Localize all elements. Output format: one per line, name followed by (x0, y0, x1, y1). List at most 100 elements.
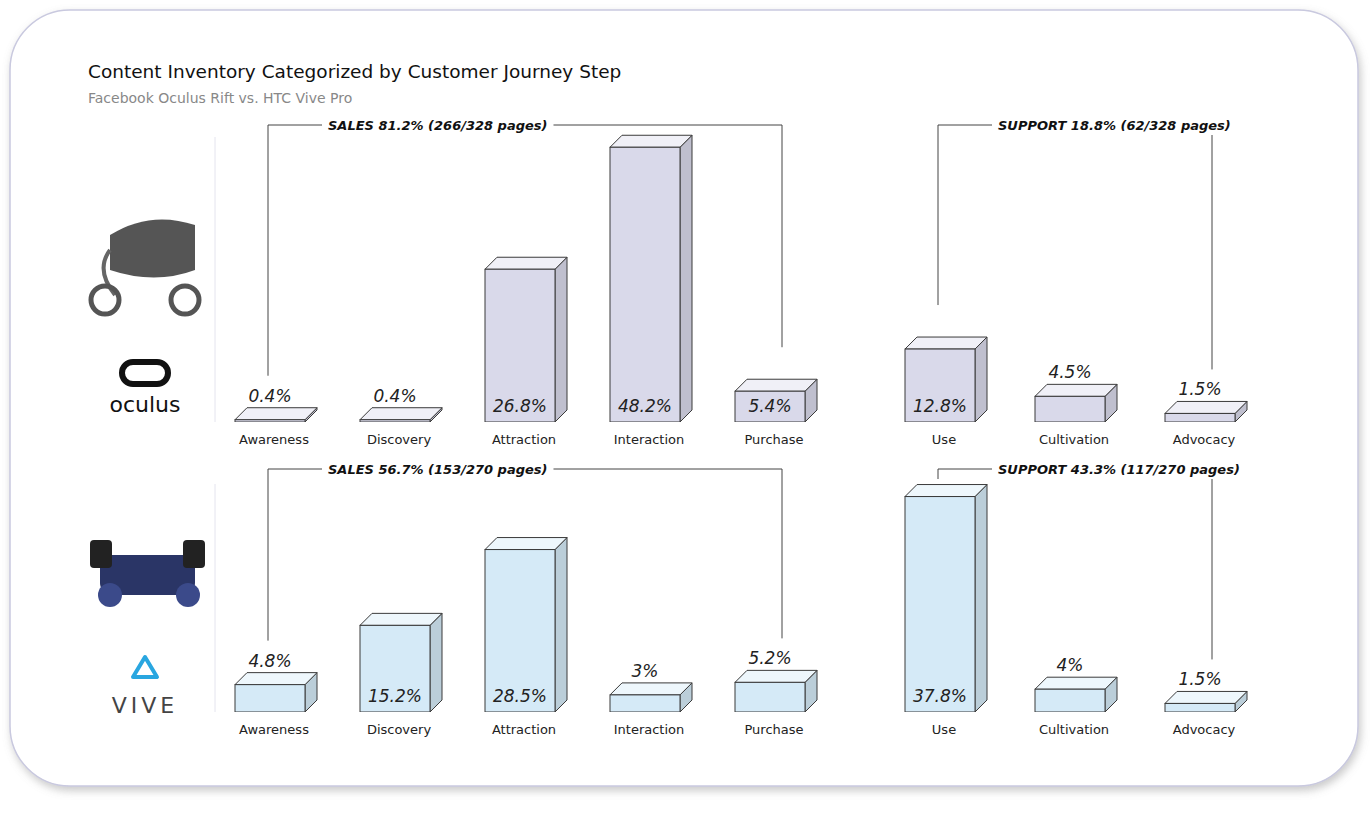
bar-group (610, 135, 692, 422)
bar (360, 625, 430, 712)
bar (610, 695, 680, 712)
category-label: Cultivation (1039, 432, 1109, 447)
bar-group (610, 683, 692, 712)
headset-sensor (183, 540, 205, 568)
bar-side (975, 485, 987, 712)
data-label: 12.8% (913, 396, 967, 416)
category-label: Use (932, 432, 956, 447)
bar (735, 391, 805, 422)
bar (1035, 689, 1105, 712)
data-label: 26.8% (493, 396, 547, 416)
data-label: 28.5% (493, 686, 547, 706)
controller (171, 286, 199, 314)
bracket-line (268, 469, 782, 641)
bar-group (235, 408, 317, 422)
category-label: Purchase (744, 432, 803, 447)
category-label: Attraction (492, 722, 556, 737)
bracket-label-bg (992, 459, 1246, 479)
group-label: SUPPORT 18.8% (62/328 pages) (998, 118, 1231, 133)
bar-top (485, 257, 567, 269)
logo-mark (122, 362, 168, 384)
bars (235, 485, 1247, 712)
bar-group (735, 379, 817, 422)
data-label: 1.5% (1178, 669, 1221, 689)
data-label: 3% (632, 661, 659, 681)
bar-group (735, 670, 817, 712)
bar-group (485, 538, 567, 712)
bar (485, 550, 555, 712)
bar-top (735, 379, 817, 391)
bar-side (975, 337, 987, 422)
data-label: 0.4% (248, 386, 291, 406)
labels: 4.8%Awareness15.2%Discovery28.5%Attracti… (239, 648, 1235, 737)
category-label: Interaction (614, 432, 685, 447)
bar (1035, 396, 1105, 422)
category-label: Interaction (614, 722, 685, 737)
logo-mark (133, 657, 157, 677)
subtitle: Facebook Oculus Rift vs. HTC Vive Pro (88, 90, 352, 106)
bar-group (1165, 691, 1247, 712)
data-label: 5.2% (748, 648, 791, 668)
controller (91, 286, 119, 314)
category-label: Purchase (744, 722, 803, 737)
category-label: Advocacy (1173, 432, 1236, 447)
logo: VIVE (112, 657, 179, 718)
category-label: Awareness (239, 722, 309, 737)
bar-top (485, 538, 567, 550)
bar (235, 420, 305, 422)
logo: oculus (109, 362, 180, 417)
bar-top (360, 408, 442, 420)
bar-group (905, 485, 987, 712)
bar-top (905, 337, 987, 349)
logo-text: oculus (109, 392, 180, 417)
bar-group (360, 408, 442, 422)
bar-group (1035, 677, 1117, 712)
bar-side (680, 135, 692, 422)
data-label: 37.8% (913, 686, 967, 706)
headset-sensor (90, 540, 112, 568)
labels: 0.4%Awareness0.4%Discovery26.8%Attractio… (239, 362, 1235, 447)
data-label: 1.5% (1178, 379, 1221, 399)
bar-top (1165, 401, 1247, 413)
bar (235, 685, 305, 712)
group-bracket: SUPPORT 43.3% (117/270 pages) (938, 459, 1246, 659)
bar-top (610, 135, 692, 147)
bracket-line (938, 125, 1212, 369)
category-label: Attraction (492, 432, 556, 447)
category-label: Discovery (367, 722, 432, 737)
value-axis (215, 484, 216, 712)
page: Content Inventory Categorized by Custome… (0, 0, 1371, 814)
bar-top (1165, 691, 1247, 703)
bar-side (555, 257, 567, 422)
logo-text: VIVE (112, 693, 179, 718)
headset-body (110, 219, 195, 277)
bracket-line (268, 125, 782, 376)
bar-top (235, 408, 317, 420)
group-bracket: SUPPORT 18.8% (62/328 pages) (938, 115, 1237, 369)
bracket-label-bg (322, 459, 553, 479)
title: Content Inventory Categorized by Custome… (88, 61, 621, 82)
bar-top (905, 485, 987, 497)
group-label: SUPPORT 43.3% (117/270 pages) (998, 462, 1240, 477)
category-label: Advocacy (1173, 722, 1236, 737)
bar (735, 682, 805, 712)
group-bracket: SALES 56.7% (153/270 pages) (268, 459, 782, 641)
bracket-label-bg (322, 115, 553, 135)
bar (1165, 413, 1235, 422)
category-label: Cultivation (1039, 722, 1109, 737)
bar-top (360, 613, 442, 625)
value-axis (215, 137, 216, 422)
bar-group (360, 613, 442, 712)
bar-group (1165, 401, 1247, 422)
frame (10, 10, 1358, 786)
bar-top (735, 670, 817, 682)
headset-icon (91, 219, 199, 314)
bracket-label-bg (992, 115, 1237, 135)
bracket-line (938, 469, 1212, 659)
bar (1165, 703, 1235, 712)
controller (176, 583, 200, 607)
headset-icon (90, 540, 205, 607)
bar-top (1035, 677, 1117, 689)
bar (610, 147, 680, 422)
bar-group (905, 337, 987, 422)
